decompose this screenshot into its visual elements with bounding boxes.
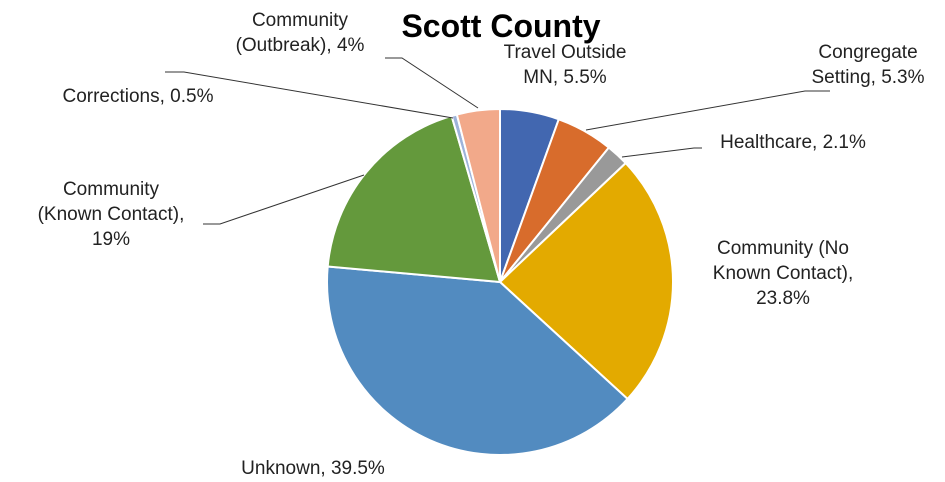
data-label-3: Healthcare, 2.1% [720, 132, 866, 153]
data-label-line: Corrections, 0.5% [62, 86, 213, 107]
data-label-line: Travel Outside [504, 42, 627, 63]
pie-slice-8 [455, 107, 501, 283]
data-label-line: 23.8% [756, 288, 810, 309]
data-label-line: (Outbreak), 4% [236, 35, 365, 56]
data-label-4: Community (No Known Contact), 23.8% [713, 238, 853, 309]
leader-line-7 [165, 71, 454, 119]
pie-slice-6 [326, 114, 502, 284]
data-label-2: Congregate Setting, 5.3% [811, 42, 924, 88]
data-label-line: Community [252, 10, 349, 31]
data-label-line: Unknown, 39.5% [241, 458, 385, 479]
data-label-line: MN, 5.5% [523, 67, 607, 88]
data-label-5: Unknown, 39.5% [241, 458, 385, 479]
data-label-6: Community (Known Contact), 19% [38, 179, 185, 250]
data-label-line: 19% [92, 229, 130, 250]
data-label-8: Community (Outbreak), 4% [236, 10, 365, 56]
data-label-7: Corrections, 0.5% [62, 86, 213, 107]
pie-slice-5 [326, 265, 629, 456]
data-label-line: Community (No [717, 238, 849, 259]
leader-line-6 [203, 174, 365, 225]
data-label-line: Congregate [818, 42, 917, 63]
data-label-line: Healthcare, 2.1% [720, 132, 866, 153]
data-label-line: Known Contact), [713, 263, 853, 284]
leader-line-2 [585, 90, 830, 131]
chart-title: Scott County [401, 8, 600, 44]
data-label-line: Setting, 5.3% [811, 67, 924, 88]
pie-slice-4 [498, 161, 674, 401]
data-label-line: Community [63, 179, 160, 200]
data-label-1: Travel Outside MN, 5.5% [504, 42, 627, 88]
leader-line-3 [621, 147, 702, 158]
leader-line-8 [385, 57, 479, 109]
data-label-line: (Known Contact), [38, 204, 185, 225]
